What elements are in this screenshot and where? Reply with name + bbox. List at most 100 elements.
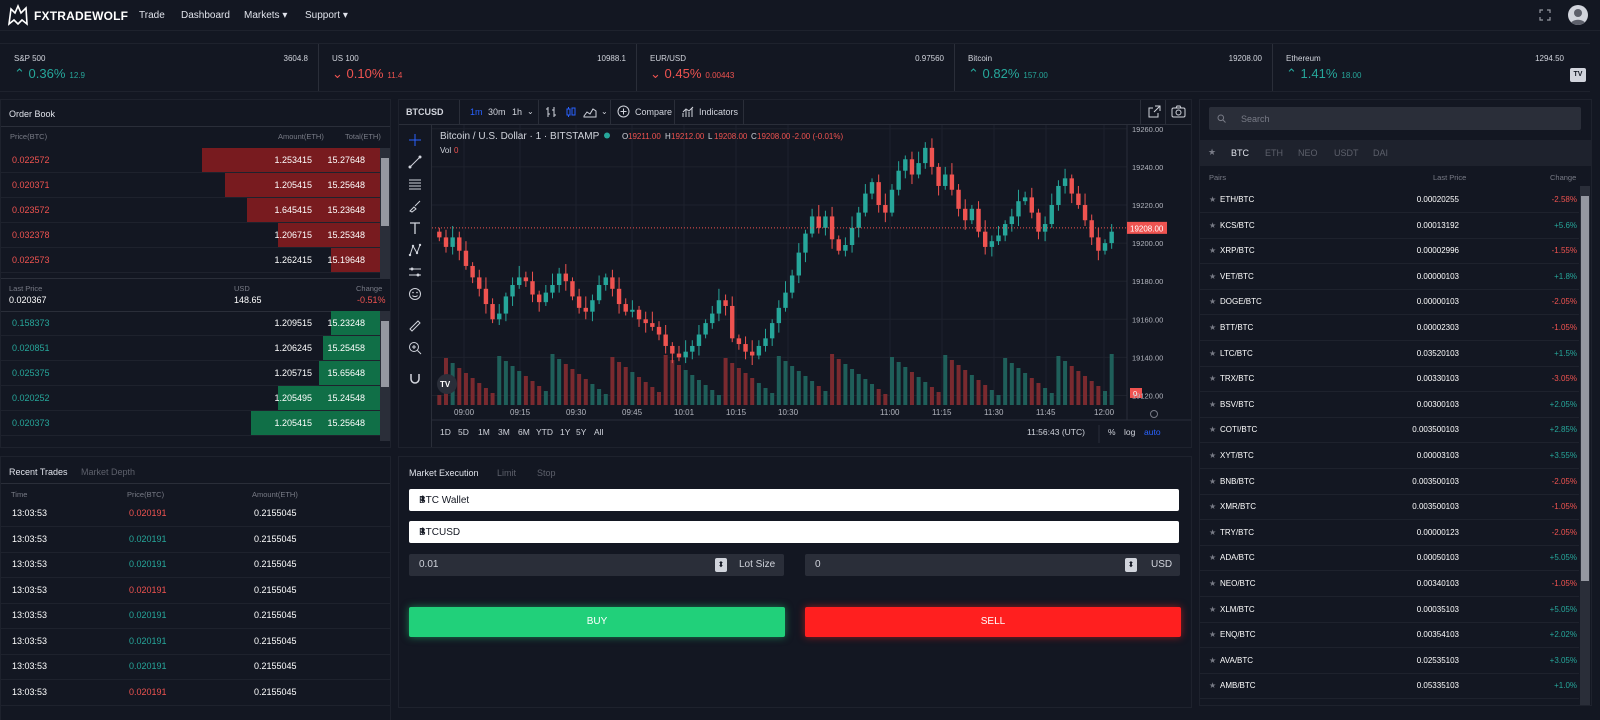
star-icon[interactable]: ★ — [1209, 476, 1217, 486]
scrollbar-thumb[interactable] — [1581, 196, 1589, 581]
bid-row[interactable]: 0.158373 1.209515 15.23248 — [1, 311, 380, 336]
nav-trade[interactable]: Trade — [139, 10, 165, 21]
search-input[interactable]: Search — [1241, 114, 1270, 124]
pair-row[interactable]: ★ ETH/BTC 0.00020255 -2.58% — [1200, 187, 1579, 213]
pairs-scrollbar[interactable] — [1580, 186, 1590, 705]
range-1d[interactable]: 1D — [440, 427, 451, 437]
star-icon[interactable]: ★ — [1209, 246, 1217, 256]
scrollbar-thumb[interactable] — [381, 321, 389, 387]
range-5y[interactable]: 5Y — [576, 427, 587, 437]
tab-recent-trades[interactable]: Recent Trades — [9, 467, 68, 477]
scale-log[interactable]: log — [1124, 427, 1136, 437]
tab-neo[interactable]: NEO — [1298, 148, 1318, 158]
interval-30m[interactable]: 30m — [488, 107, 506, 117]
tab-stop[interactable]: Stop — [537, 468, 556, 478]
tab-btc[interactable]: BTC — [1231, 148, 1249, 158]
star-icon[interactable]: ★ — [1209, 451, 1217, 460]
pair-row[interactable]: ★ XLM/BTC 0.00035103 +5.05% — [1200, 597, 1579, 623]
pair-row[interactable]: ★ TRX/BTC 0.00330103 -3.05% — [1200, 366, 1579, 393]
scale-percent[interactable]: % — [1108, 427, 1116, 437]
bid-row[interactable]: 0.020851 1.206245 15.25458 — [1, 336, 380, 361]
ticker-item[interactable]: S&P 500 3604.8 ⌃ 0.36% 12.9 — [0, 44, 319, 91]
gear-icon[interactable] — [1150, 410, 1158, 418]
star-icon[interactable]: ★ — [1209, 297, 1217, 307]
stepper-icon[interactable]: ⬍ — [715, 558, 727, 572]
interval-1m[interactable]: 1m — [470, 107, 483, 117]
bids-scrollbar[interactable] — [380, 311, 390, 441]
pair-row[interactable]: ★ AVA/BTC 0.02535103 +3.05% — [1200, 648, 1579, 674]
chevron-down-icon[interactable]: ⌄ — [601, 107, 608, 116]
ask-row[interactable]: 0.032378 1.206715 15.25348 — [1, 223, 380, 248]
pattern-icon[interactable] — [408, 243, 422, 257]
ask-row[interactable]: 0.020371 1.205415 15.25648 — [1, 173, 380, 198]
bid-row[interactable]: 0.025375 1.205715 15.65648 — [1, 361, 380, 386]
scrollbar-thumb[interactable] — [381, 158, 389, 226]
avatar[interactable] — [1568, 5, 1588, 25]
pair-row[interactable]: ★ KCS/BTC 0.00013192 +5.6% — [1200, 213, 1579, 239]
brush-icon[interactable] — [408, 199, 422, 213]
pair-row[interactable]: ★ XMR/BTC 0.003500103 -1.05% — [1200, 494, 1579, 521]
popout-icon[interactable] — [1148, 105, 1161, 118]
star-icon[interactable]: ★ — [1209, 348, 1217, 358]
candles-icon[interactable] — [565, 106, 577, 118]
tab-market-execution[interactable]: Market Execution — [409, 468, 479, 478]
pair-row[interactable]: ★ XYT/BTC 0.00003103 +3.55% — [1200, 443, 1579, 469]
range-1m[interactable]: 1M — [478, 427, 490, 437]
text-tool-icon[interactable] — [408, 221, 422, 235]
usd-amount-input[interactable]: 0 — [815, 559, 821, 570]
ticker-item[interactable]: EUR/USD 0.97560 ⌄ 0.45% 0.00443 — [636, 44, 955, 91]
crosshair-icon[interactable] — [408, 133, 422, 147]
pair-row[interactable]: ★ BNB/BTC 0.003500103 -2.05% — [1200, 469, 1579, 495]
bar-chart-icon[interactable] — [545, 106, 557, 118]
star-icon[interactable]: ★ — [1209, 502, 1217, 512]
nav-support[interactable]: Support ▾ — [305, 10, 348, 21]
bid-row[interactable]: 0.020373 1.205415 15.25648 — [1, 411, 380, 436]
nav-dashboard[interactable]: Dashboard — [181, 10, 230, 21]
star-icon[interactable]: ★ — [1209, 630, 1217, 640]
ticker-item[interactable]: Bitcoin 19208.00 ⌃ 0.82% 157.00 — [954, 44, 1273, 91]
camera-icon[interactable] — [1171, 105, 1186, 118]
indicators-icon[interactable] — [682, 106, 695, 118]
pair-row[interactable]: ★ ADA/BTC 0.00050103 +5.05% — [1200, 545, 1579, 572]
tab-limit[interactable]: Limit — [497, 468, 517, 478]
star-icon[interactable]: ★ — [1209, 399, 1217, 409]
emoji-icon[interactable] — [408, 287, 422, 301]
lot-size-input[interactable]: 0.01 — [419, 559, 439, 570]
trend-line-icon[interactable] — [408, 155, 422, 169]
ticker-item[interactable]: US 100 10988.1 ⌄ 0.10% 11.4 — [318, 44, 637, 91]
pair-row[interactable]: ★ COTI/BTC 0.003500103 +2.85% — [1200, 417, 1579, 444]
star-icon[interactable]: ★ — [1209, 655, 1217, 665]
tab-usdt[interactable]: USDT — [1334, 148, 1359, 158]
star-icon[interactable]: ★ — [1209, 527, 1217, 537]
nav-markets[interactable]: Markets ▾ — [244, 10, 287, 21]
star-icon[interactable]: ★ — [1209, 553, 1217, 563]
star-icon[interactable]: ★ — [1209, 425, 1217, 435]
star-icon[interactable]: ★ — [1209, 604, 1217, 614]
indicators-button[interactable]: Indicators — [699, 107, 739, 117]
range-ytd[interactable]: YTD — [536, 427, 553, 437]
ruler-icon[interactable] — [408, 319, 422, 333]
fib-lines-icon[interactable] — [408, 177, 422, 191]
pair-row[interactable]: ★ ENQ/BTC 0.00354103 +2.02% — [1200, 622, 1579, 649]
tab-dai[interactable]: DAI — [1373, 148, 1389, 158]
brand-name[interactable]: FXTRADEWOLF — [34, 9, 129, 23]
pair-row[interactable]: ★ AMB/BTC 0.05335103 +1.0% — [1200, 673, 1579, 700]
pair-row[interactable]: ★ LTC/BTC 0.03520103 +1.5% — [1200, 341, 1579, 367]
pair-row[interactable]: ★ XRP/BTC 0.00002996 -1.55% — [1200, 238, 1579, 265]
stepper-icon[interactable]: ⬍ — [1125, 558, 1137, 572]
price-chart[interactable]: 19208.00 0 19260.00 19240.00 19220.00 19200.0… — [432, 125, 1191, 447]
scale-auto[interactable]: auto — [1144, 427, 1161, 437]
star-icon[interactable]: ★ — [1209, 374, 1217, 384]
interval-1h[interactable]: 1h — [512, 107, 523, 117]
star-icon[interactable]: ★ — [1209, 323, 1217, 332]
star-icon[interactable]: ★ — [1209, 681, 1217, 691]
ask-row[interactable]: 0.023572 1.645415 15.23648 — [1, 198, 380, 223]
star-icon[interactable]: ★ — [1209, 579, 1217, 588]
tab-market-depth[interactable]: Market Depth — [81, 467, 136, 477]
range-all[interactable]: All — [594, 427, 604, 437]
tradingview-logo-icon[interactable]: TV — [1570, 68, 1586, 82]
asks-scrollbar[interactable] — [380, 148, 390, 278]
range-1y[interactable]: 1Y — [560, 427, 571, 437]
pair-row[interactable]: ★ NEO/BTC 0.00340103 -1.05% — [1200, 571, 1579, 597]
star-icon[interactable]: ★ — [1209, 195, 1217, 204]
